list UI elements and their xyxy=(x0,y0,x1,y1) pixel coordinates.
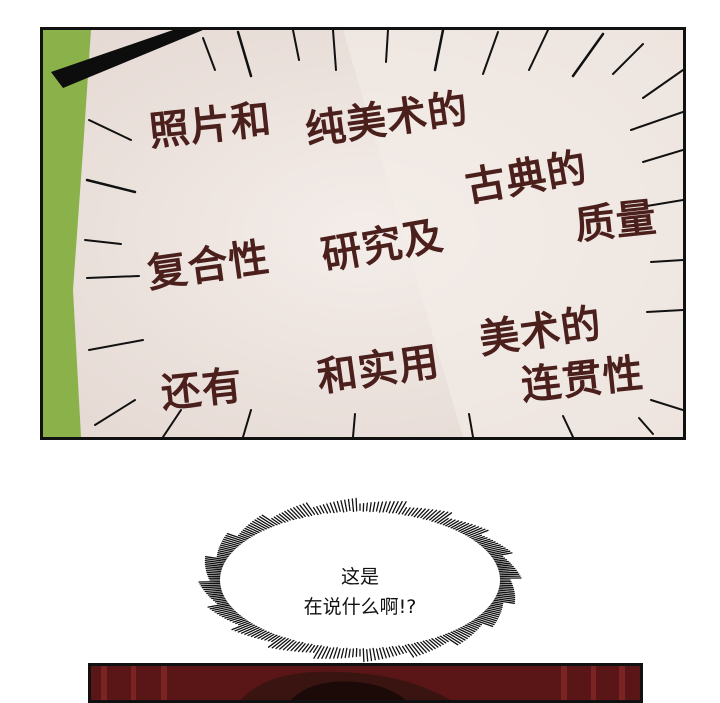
burst-spike xyxy=(363,649,364,662)
caption-word: 还有 xyxy=(159,366,245,414)
burst-spike xyxy=(356,498,357,510)
burst-spike xyxy=(367,503,368,511)
speech-line-2: 在说什么啊!? xyxy=(180,598,540,617)
caption-word: 照片和 xyxy=(147,100,274,153)
speech-burst: 这是 在说什么啊!? xyxy=(180,488,540,668)
burst-spike xyxy=(353,649,354,657)
bottom-panel-art xyxy=(91,666,640,700)
comic-panel-top: 照片和 纯美术的 古典的 质量 复合性 研究及 还有 和实用 美术的 连贯性 xyxy=(40,27,686,440)
comic-panel-bottom xyxy=(88,663,643,703)
caption-word: 质量 xyxy=(573,198,659,246)
speech-line-1: 这是 xyxy=(180,568,540,587)
caption-word: 连贯性 xyxy=(519,354,646,407)
